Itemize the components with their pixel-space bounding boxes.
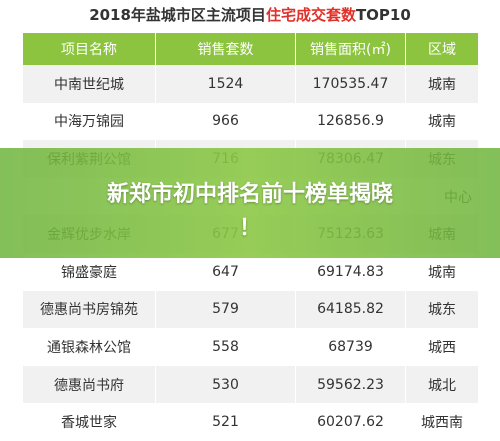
cell: 香城世家	[22, 403, 156, 441]
cell: 中南世纪城	[22, 65, 156, 103]
row: 德惠尚书府 530 59562.23 城北	[22, 365, 479, 404]
cell: 城西	[405, 328, 479, 366]
cell: 城北	[405, 365, 479, 404]
cell: 558	[155, 328, 296, 366]
cell: 城东	[405, 290, 479, 329]
row: 通银森林公馆 558 68739 城西	[22, 328, 479, 366]
cell: 579	[155, 290, 296, 329]
cell: 64185.82	[295, 290, 406, 329]
title-prefix: 2018年盐城市区主流项目	[89, 6, 266, 24]
title-suffix: TOP10	[355, 6, 411, 24]
cell: 通银森林公馆	[22, 328, 156, 366]
cell: 中海万锦园	[22, 102, 156, 141]
cell: 城南	[405, 65, 479, 103]
title-highlight: 住宅成交套数	[265, 6, 356, 24]
banner: 新郑市初中排名前十榜单揭晓 ！	[0, 148, 500, 258]
banner-line: 新郑市初中排名前十榜单揭晓	[106, 182, 393, 207]
cell: 锦盛豪庭	[22, 252, 156, 291]
cell: 530	[155, 365, 296, 404]
cell: 城西南	[405, 403, 479, 441]
cell: 城南	[405, 252, 479, 291]
cell: 647	[155, 252, 296, 291]
cell: 966	[155, 102, 296, 141]
cell: 68739	[295, 328, 406, 366]
row: 中海万锦园 966 126856.9 城南	[22, 102, 479, 141]
header-cell: 项目名称	[22, 33, 156, 65]
cell: 521	[155, 403, 296, 441]
row: 锦盛豪庭 647 69174.83 城南	[22, 252, 479, 291]
header-cell: 销售面积(㎡)	[295, 33, 406, 65]
cell: 德惠尚书府	[22, 365, 156, 404]
row: 香城世家 521 60207.62 城西南	[22, 403, 479, 441]
row: 中南世纪城 1524 170535.47 城南	[22, 65, 479, 103]
cell: 德惠尚书房锦苑	[22, 290, 156, 329]
cell: 126856.9	[295, 102, 406, 141]
title: 2018年盐城市区主流项目住宅成交套数TOP10	[0, 4, 500, 25]
cell: 城南	[405, 102, 479, 141]
banner-line: ！	[238, 216, 261, 241]
cell: 59562.23	[295, 365, 406, 404]
cell: 69174.83	[295, 252, 406, 291]
header-row: 项目名称 销售套数 销售面积(㎡) 区域	[22, 33, 479, 65]
header-cell: 销售套数	[155, 33, 296, 65]
cell: 1524	[155, 65, 296, 103]
header-cell: 区域	[405, 33, 479, 65]
row: 德惠尚书房锦苑 579 64185.82 城东	[22, 290, 479, 329]
cell: 170535.47	[295, 65, 406, 103]
cell: 60207.62	[295, 403, 406, 441]
